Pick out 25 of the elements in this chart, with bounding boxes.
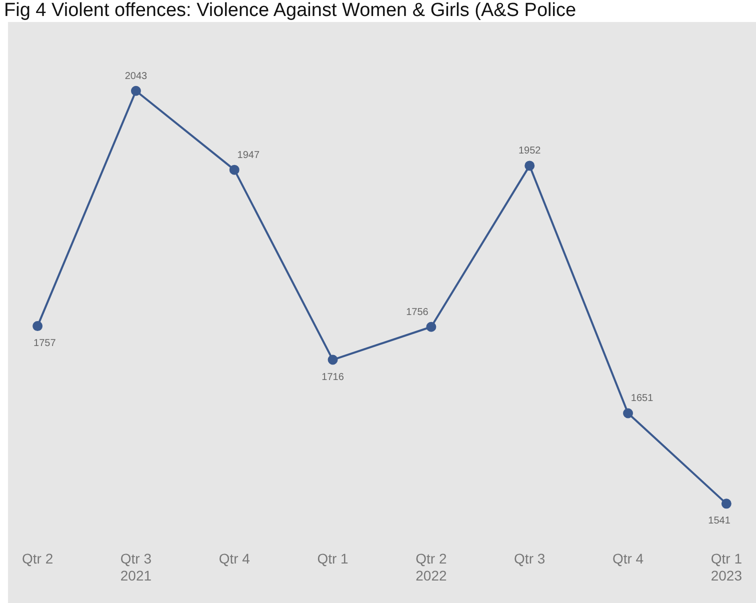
x-tick-label: Qtr 2 2022 xyxy=(416,550,447,584)
x-tick-label: Qtr 3 xyxy=(514,550,546,567)
data-label: 1757 xyxy=(34,338,56,350)
data-label: 2043 xyxy=(124,70,148,82)
point xyxy=(130,86,141,96)
point xyxy=(623,408,634,418)
point xyxy=(524,160,535,171)
data-label: 1947 xyxy=(237,150,260,161)
x-tick-label: Qtr 4 xyxy=(218,550,250,567)
point xyxy=(229,164,240,175)
point xyxy=(426,322,436,332)
x-tick-label: Qtr 2 xyxy=(22,550,54,567)
point xyxy=(32,321,43,332)
point xyxy=(721,498,732,509)
point xyxy=(328,354,338,365)
data-label: 1756 xyxy=(406,306,429,318)
data-label: 1541 xyxy=(708,516,731,527)
chart-title: Fig 4 Violent offences: Violence Against Women & Girls (A&S Police xyxy=(3,0,578,22)
data-label: 1716 xyxy=(322,372,344,383)
x-tick-label: Qtr 1 xyxy=(317,550,349,567)
x-tick-label: Qtr 4 xyxy=(612,550,644,567)
data-label: 1651 xyxy=(630,393,654,404)
data-label: 1952 xyxy=(518,146,542,157)
x-tick-label: Qtr 1 2023 xyxy=(710,550,742,584)
x-tick-label: Qtr 3 2021 xyxy=(120,550,152,584)
